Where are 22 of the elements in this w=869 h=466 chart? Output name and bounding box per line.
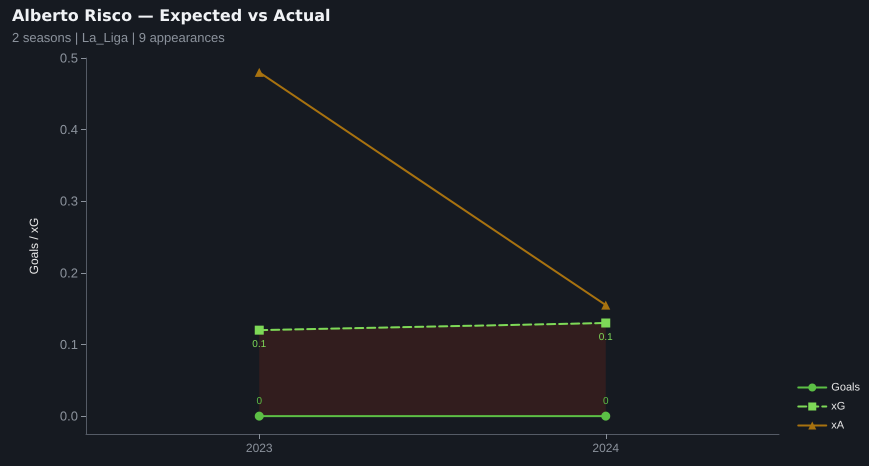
legend-label: xG bbox=[831, 400, 846, 412]
point bbox=[601, 318, 610, 328]
point bbox=[601, 412, 610, 421]
y-tick-label: 0.3 bbox=[60, 194, 78, 209]
data-label: 0.1 bbox=[252, 339, 267, 350]
y-tick-label: 0.4 bbox=[60, 122, 78, 138]
chart-subtitle: 2 seasons | La_Liga | 9 appearances bbox=[12, 30, 225, 45]
y-tick-label: 0.2 bbox=[60, 265, 78, 280]
x-tick-label: 2024 bbox=[592, 441, 620, 455]
x-tick-label: 2023 bbox=[246, 441, 273, 455]
y-tick-label: 0.0 bbox=[60, 408, 78, 424]
data-label: 0 bbox=[256, 396, 262, 408]
legend-label: Goals bbox=[831, 382, 860, 394]
data-label: 0.1 bbox=[598, 332, 614, 343]
y-axis-title: Goals / xG bbox=[27, 218, 41, 274]
legend-label: xA bbox=[831, 420, 845, 432]
y-tick-label: 0.1 bbox=[60, 336, 78, 352]
chart-title: Alberto Risco — Expected vs Actual bbox=[12, 6, 330, 25]
point bbox=[254, 326, 264, 335]
y-tick-label: 0.5 bbox=[60, 50, 78, 66]
point bbox=[254, 412, 264, 421]
data-label: 0 bbox=[602, 396, 609, 408]
